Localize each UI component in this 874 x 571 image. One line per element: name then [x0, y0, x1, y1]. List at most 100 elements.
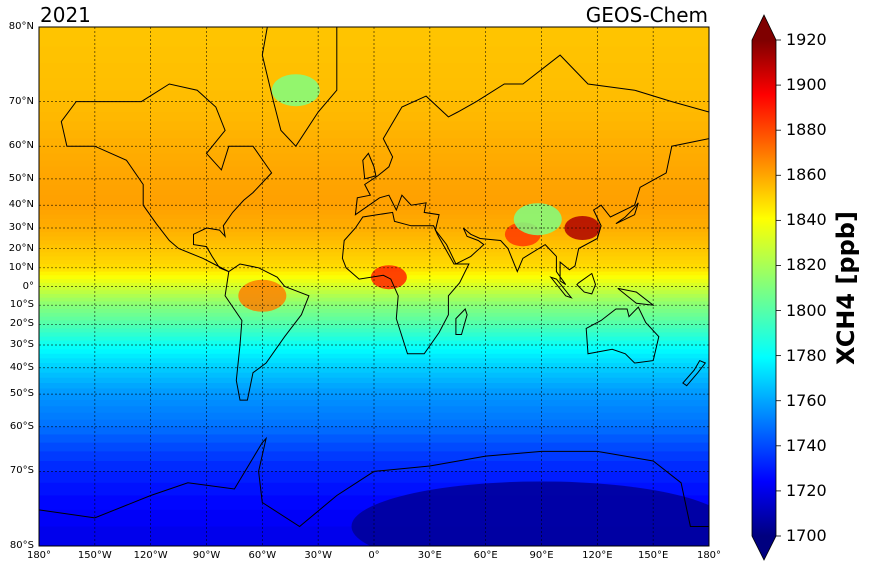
- xch4-band: [39, 260, 709, 265]
- colorbar-tick-label: 1880: [786, 120, 827, 140]
- coastline-japan: [615, 202, 639, 225]
- longitude-tick-label: 120°W: [133, 550, 168, 561]
- latitude-tick-label: 60°S: [9, 420, 34, 432]
- xch4-band: [39, 112, 709, 123]
- longitude-tick-label: 180°: [696, 550, 722, 561]
- colorbar-tick-label: 1920: [786, 30, 827, 49]
- colorbar-tick-label: 1900: [786, 75, 827, 95]
- latitude-tick-label: 10°N: [8, 261, 34, 273]
- coastline-africa: [341, 211, 470, 355]
- latitude-tick-label: 70°S: [9, 465, 34, 477]
- colorbar: [751, 14, 781, 561]
- xch4-band: [39, 63, 709, 79]
- colorbar-extend-max: [752, 15, 776, 40]
- latitude-tick-label: 10°S: [9, 299, 34, 311]
- xch4-band: [39, 267, 709, 273]
- colorbar-tick-label: 1760: [786, 390, 827, 410]
- latitude-tick-label: 0°: [22, 280, 34, 292]
- xch4-band: [39, 328, 709, 334]
- longitude-tick-label: 150°W: [77, 550, 112, 561]
- latitude-tick-label: 40°N: [8, 199, 34, 211]
- latitude-tick-label: 20°N: [8, 242, 34, 254]
- coastline-australia: [585, 306, 660, 364]
- colorbar-tick-label: 1700: [786, 526, 827, 545]
- map-title-model: GEOS-Chem: [585, 3, 708, 27]
- xch4-anomaly: [564, 215, 601, 240]
- longitude-tick-label: 150°E: [637, 550, 669, 561]
- longitude-tick-label: 30°W: [304, 550, 332, 561]
- colorbar-tick-label: 1740: [786, 435, 827, 455]
- xch4-band: [39, 367, 709, 374]
- xch4-band: [39, 227, 709, 233]
- longitude-tick-label: 0°: [368, 550, 380, 561]
- longitude-tick-label: 180°: [26, 550, 52, 561]
- xch4-band: [39, 252, 709, 257]
- latitude-tick-label: 40°S: [9, 361, 34, 373]
- latitude-tick-label: 80°N: [8, 21, 34, 32]
- coastline-borneo: [576, 272, 597, 295]
- longitude-tick-label: 90°W: [192, 550, 221, 561]
- latitude-tick-label: 80°S: [9, 540, 34, 551]
- xch4-band: [39, 153, 709, 161]
- latitude-tick-label: 50°S: [9, 388, 34, 400]
- colorbar-body: [752, 40, 776, 536]
- xch4-band: [39, 256, 709, 261]
- coastline-new-guinea: [617, 287, 655, 306]
- xch4-band: [39, 264, 709, 269]
- xch4-band: [39, 219, 709, 225]
- longitude-tick-label: 90°E: [529, 550, 554, 561]
- colorbar-tick-label: 1720: [786, 480, 827, 500]
- coastline-north-america: [60, 83, 273, 273]
- colorbar-extend-min: [752, 536, 776, 560]
- map-frame: [38, 26, 710, 547]
- xch4-band: [39, 166, 709, 174]
- xch4-band: [39, 232, 709, 238]
- coastline-eurasia: [354, 54, 709, 286]
- xch4-anomaly: [513, 203, 562, 236]
- xch4-band: [39, 248, 709, 254]
- coastline-new-zealand: [682, 359, 707, 387]
- xch4-band: [39, 383, 709, 390]
- colorbar-label: XCH4 [ppb]: [832, 211, 860, 365]
- xch4-band: [39, 336, 709, 342]
- xch4-band: [39, 471, 709, 484]
- xch4-band: [39, 130, 709, 140]
- latitude-tick-label: 30°S: [9, 339, 34, 350]
- coastline-greenland: [261, 27, 338, 148]
- xch4-band: [39, 324, 709, 330]
- xch4-band: [39, 121, 709, 131]
- coastline-madagascar: [455, 308, 468, 335]
- xch4-anomaly: [271, 74, 320, 107]
- xch4-band: [39, 244, 709, 250]
- colorbar-tick-label: 1820: [786, 255, 827, 275]
- coastline-sumatra: [549, 276, 573, 299]
- longitude-tick-label: 60°W: [248, 550, 277, 561]
- xch4-band: [39, 460, 709, 472]
- xch4-band: [39, 320, 709, 326]
- xch4-hotspots: [238, 74, 709, 546]
- latitude-tick-label: 50°N: [8, 172, 34, 184]
- colorbar-tick-label: 1800: [786, 300, 827, 320]
- xch4-band: [39, 434, 709, 444]
- longitude-tick-label: 120°E: [582, 550, 613, 561]
- colorbar-tick-label: 1780: [786, 345, 827, 365]
- map-title-year: 2021: [40, 3, 91, 27]
- xch4-band: [39, 178, 709, 186]
- xch4-band: [39, 195, 709, 201]
- xch4-band: [39, 426, 709, 436]
- latitude-tick-label: 70°N: [8, 95, 34, 107]
- xch4-band: [39, 362, 709, 369]
- xch4-band: [39, 240, 709, 246]
- latitude-tick-label: 20°S: [9, 318, 34, 330]
- colorbar-tick-label: 1860: [786, 165, 827, 185]
- xch4-band: [39, 223, 709, 229]
- xch4-band: [39, 406, 709, 414]
- colorbar-tick-label: 1840: [786, 210, 827, 230]
- xch4-band: [39, 214, 709, 220]
- longitude-tick-label: 60°E: [473, 550, 498, 561]
- xch4-band: [39, 236, 709, 242]
- xch4-band: [39, 316, 709, 322]
- xch4-band: [39, 146, 709, 155]
